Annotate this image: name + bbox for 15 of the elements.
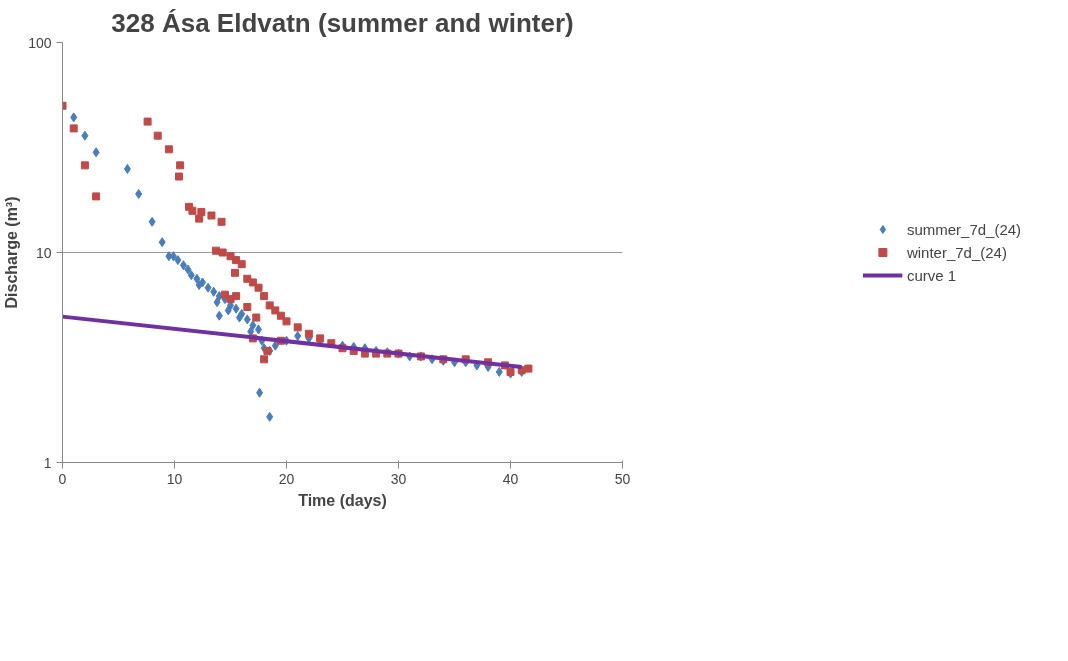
legend-label: winter_7d_(24) — [906, 243, 1007, 261]
x-tick-label: 40 — [502, 470, 519, 487]
y-tick-label: 1 — [43, 454, 52, 471]
x-tick-label: 10 — [166, 470, 183, 487]
y-axis-title: Discharge (m³) — [3, 196, 21, 309]
x-tick-label: 20 — [278, 470, 295, 487]
legend-label: summer_7d_(24) — [906, 220, 1022, 238]
x-tick-label: 30 — [390, 470, 407, 487]
x-axis-title: Time (days) — [298, 491, 387, 509]
chart-title: 328 Ása Eldvatn (summer and winter) — [111, 7, 574, 38]
y-tick-label: 100 — [28, 34, 52, 51]
y-tick-label: 10 — [35, 244, 52, 261]
x-tick-label: 0 — [58, 470, 67, 487]
x-tick-label: 50 — [614, 470, 631, 487]
legend-label: curve 1 — [906, 266, 957, 284]
